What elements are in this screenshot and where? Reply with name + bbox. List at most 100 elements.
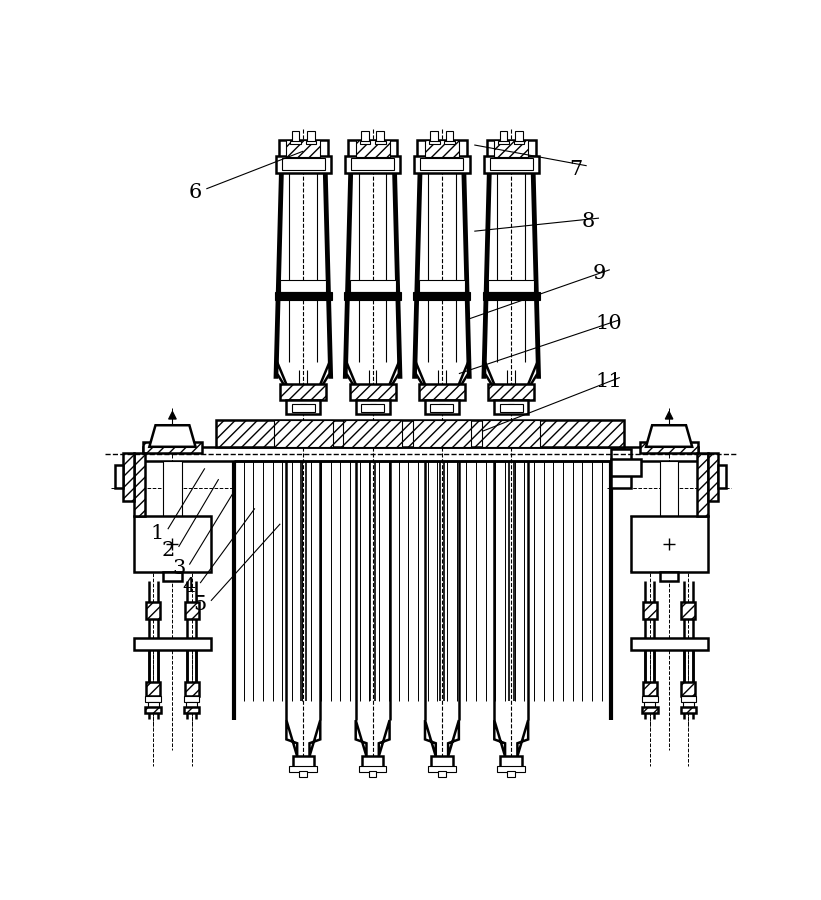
Text: 5: 5 (194, 595, 207, 614)
Bar (660, 572, 678, 580)
Polygon shape (277, 362, 292, 399)
Bar (307, 131, 315, 142)
Bar (300, 771, 307, 777)
Text: 11: 11 (596, 372, 622, 391)
Polygon shape (346, 362, 362, 399)
Text: 6: 6 (189, 184, 202, 202)
Text: 1: 1 (150, 524, 163, 543)
Bar (282, 158, 325, 170)
Polygon shape (314, 362, 329, 399)
Bar (275, 292, 332, 300)
Bar (681, 707, 696, 713)
Bar (494, 400, 528, 414)
Bar (134, 453, 144, 516)
Bar (428, 767, 456, 771)
Bar (500, 131, 507, 142)
Bar (143, 442, 202, 453)
Polygon shape (485, 362, 501, 399)
Text: 9: 9 (592, 264, 606, 283)
Polygon shape (665, 411, 673, 419)
Bar (163, 461, 181, 534)
Bar (184, 707, 200, 713)
Bar (515, 131, 523, 142)
Bar (508, 404, 514, 410)
Bar (419, 281, 465, 292)
Text: 10: 10 (596, 314, 622, 333)
Bar (291, 131, 300, 142)
Bar (501, 756, 522, 768)
Bar (425, 140, 459, 158)
Bar (145, 697, 161, 702)
Polygon shape (507, 399, 515, 407)
Bar (145, 707, 161, 713)
Text: 7: 7 (569, 160, 583, 179)
Bar (484, 156, 539, 173)
Polygon shape (414, 173, 421, 377)
Bar (429, 141, 439, 144)
Bar (488, 281, 534, 292)
Bar (287, 400, 320, 414)
Polygon shape (287, 720, 297, 756)
Bar (292, 756, 314, 768)
Bar (642, 697, 658, 702)
Polygon shape (452, 362, 468, 399)
Bar (681, 697, 696, 702)
Bar (631, 638, 708, 650)
Polygon shape (448, 720, 459, 756)
Bar (134, 516, 211, 572)
Bar (500, 404, 523, 412)
Polygon shape (393, 173, 401, 377)
Bar (439, 404, 445, 410)
Bar (216, 419, 625, 446)
Polygon shape (275, 173, 282, 377)
Bar (643, 682, 657, 697)
Bar (360, 141, 370, 144)
Polygon shape (522, 362, 538, 399)
Bar (280, 384, 327, 400)
Bar (420, 158, 464, 170)
Text: 8: 8 (581, 212, 595, 231)
Bar (708, 453, 718, 500)
Bar (350, 384, 396, 400)
Bar (425, 400, 459, 414)
Bar (146, 682, 160, 697)
Bar (348, 140, 397, 158)
Bar (287, 140, 320, 158)
Bar (278, 140, 328, 158)
Polygon shape (415, 362, 431, 399)
Bar (642, 707, 658, 713)
Polygon shape (425, 720, 436, 756)
Bar (612, 449, 631, 488)
Bar (483, 292, 539, 300)
Polygon shape (438, 399, 446, 407)
Bar (361, 404, 384, 412)
Bar (640, 442, 699, 453)
Bar (494, 140, 528, 158)
Bar (413, 419, 471, 446)
Bar (489, 158, 533, 170)
Bar (446, 131, 453, 142)
Bar (643, 602, 657, 619)
Text: 4: 4 (183, 578, 196, 597)
Bar (644, 702, 655, 707)
Bar (345, 156, 401, 173)
Polygon shape (383, 362, 399, 399)
Polygon shape (463, 173, 470, 377)
Bar (276, 156, 331, 173)
Bar (355, 400, 390, 414)
Bar (498, 141, 509, 144)
Bar (488, 384, 534, 400)
Polygon shape (378, 720, 390, 756)
Polygon shape (300, 399, 307, 407)
Polygon shape (532, 173, 539, 377)
Bar (362, 756, 383, 768)
Polygon shape (494, 720, 505, 756)
Bar (163, 572, 181, 580)
Bar (514, 141, 525, 144)
Polygon shape (168, 411, 177, 419)
Bar (507, 771, 515, 777)
Bar (123, 453, 134, 500)
Text: 2: 2 (161, 541, 174, 560)
Bar (305, 141, 316, 144)
Bar (116, 464, 123, 488)
